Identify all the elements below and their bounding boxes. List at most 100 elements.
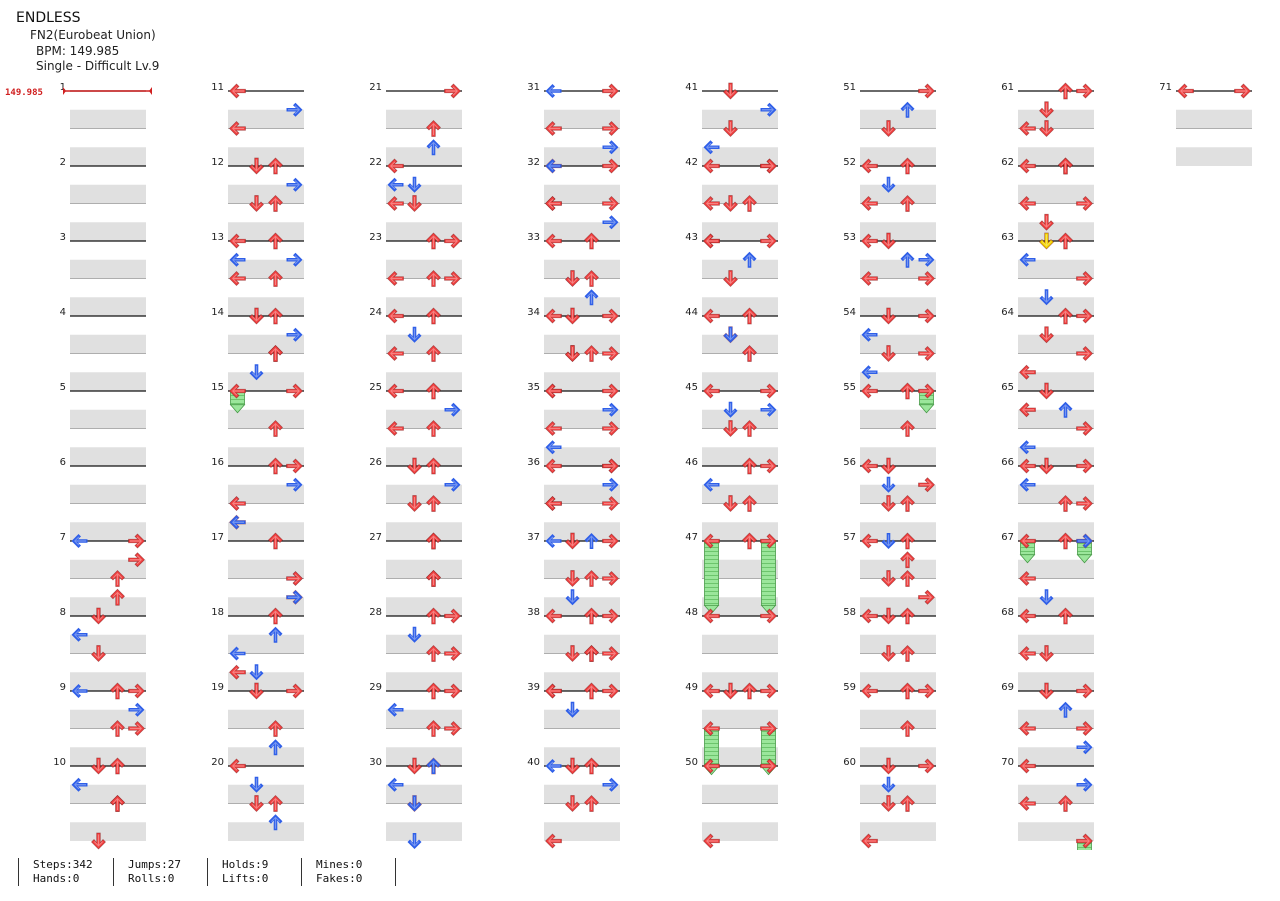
lane-band xyxy=(386,109,462,129)
arrow-right-icon xyxy=(1076,271,1093,286)
measure-number: 13 xyxy=(211,232,224,243)
arrow-up-icon xyxy=(742,307,757,325)
measure-number: 27 xyxy=(369,532,382,543)
arrow-down-icon xyxy=(1039,101,1054,119)
arrow-down-icon xyxy=(881,607,896,625)
measure-number: 49 xyxy=(685,682,698,693)
arrow-right-icon xyxy=(1076,346,1093,361)
arrow-left-icon xyxy=(703,233,720,249)
lane-band xyxy=(702,784,778,804)
arrow-left-icon xyxy=(545,421,562,436)
arrow-down-icon xyxy=(1039,457,1054,475)
arrow-right-icon xyxy=(1076,740,1093,755)
measure-block: 57 xyxy=(843,532,936,616)
arrow-up-icon xyxy=(426,420,441,437)
lane-band xyxy=(860,672,936,691)
measure-number: 53 xyxy=(843,232,856,243)
lane-band xyxy=(70,297,146,316)
arrow-left-icon xyxy=(229,83,246,99)
measure-block: 21 xyxy=(369,82,462,166)
measure-number: 69 xyxy=(1001,682,1014,693)
lane-band xyxy=(70,147,146,166)
arrow-up-icon xyxy=(742,195,757,212)
hold-note xyxy=(703,540,720,614)
arrow-down-icon xyxy=(1039,589,1054,606)
measure-number: 43 xyxy=(685,232,698,243)
lane-band xyxy=(228,147,304,166)
arrow-right-icon xyxy=(444,271,461,286)
measure-block: 67 xyxy=(1001,532,1094,616)
measure-number: 17 xyxy=(211,532,224,543)
arrow-right-icon xyxy=(444,646,461,661)
arrow-right-icon xyxy=(286,252,303,267)
arrow-up-icon xyxy=(1058,795,1073,812)
arrow-left-icon xyxy=(1019,796,1036,811)
arrow-right-icon xyxy=(286,683,303,699)
lane-band xyxy=(70,334,146,354)
measure-number: 19 xyxy=(211,682,224,693)
lane-band xyxy=(702,334,778,354)
measure-block: 54 xyxy=(843,307,936,391)
measure-number: 44 xyxy=(685,307,698,318)
measure-number: 63 xyxy=(1001,232,1014,243)
measure-block: 59 xyxy=(843,682,936,766)
arrow-left-icon xyxy=(861,533,878,549)
arrow-left-icon xyxy=(861,383,878,399)
arrow-left-icon xyxy=(1019,758,1036,774)
arrow-up-icon xyxy=(426,232,441,250)
arrow-down-icon xyxy=(1039,326,1054,344)
arrow-left-icon xyxy=(861,158,878,174)
lane-band xyxy=(1176,147,1252,166)
lane-band xyxy=(228,822,304,841)
measure-number: 15 xyxy=(211,382,224,393)
measure-block: 63 xyxy=(1001,232,1094,316)
arrow-left-icon xyxy=(545,608,562,624)
arrow-left-icon xyxy=(545,84,562,98)
lane-band xyxy=(386,672,462,691)
lane-band xyxy=(544,597,620,616)
lane-band xyxy=(860,147,936,166)
lane-band xyxy=(386,709,462,729)
stats-group-mines: Mines:0 Fakes:0 xyxy=(301,858,391,886)
measure-block: 9 xyxy=(60,682,146,766)
arrow-right-icon xyxy=(760,458,777,474)
measure-block: 64 xyxy=(1001,307,1094,391)
lane-band xyxy=(228,597,304,616)
arrow-left-icon xyxy=(1019,721,1036,736)
arrow-left-icon xyxy=(1019,440,1036,455)
arrow-left-icon xyxy=(387,421,404,436)
arrow-down-icon xyxy=(881,495,896,512)
arrow-down-icon xyxy=(407,626,422,643)
measure-number: 14 xyxy=(211,307,224,318)
measure-number: 39 xyxy=(527,682,540,693)
bpm-marker: 149.985 xyxy=(5,87,152,98)
arrow-left-icon xyxy=(229,271,246,286)
measure-number: 11 xyxy=(211,82,224,93)
arrow-right-icon xyxy=(1076,534,1093,548)
arrow-up-icon xyxy=(426,307,441,325)
stat-lifts: Lifts:0 xyxy=(222,872,269,885)
arrow-up-icon xyxy=(900,532,915,550)
measure-block: 41 xyxy=(685,82,778,166)
arrow-down-icon xyxy=(91,607,106,625)
arrow-right-icon xyxy=(918,383,935,399)
arrow-up-icon xyxy=(1058,701,1073,718)
arrow-up-icon xyxy=(110,720,125,737)
song-bpm: BPM: 149.985 xyxy=(36,44,120,58)
lane-band xyxy=(228,784,304,804)
arrow-up-icon xyxy=(268,420,283,437)
lane-band xyxy=(702,634,778,654)
arrow-left-icon xyxy=(1019,571,1036,586)
arrow-up-icon xyxy=(426,139,441,156)
arrow-up-icon xyxy=(268,307,283,325)
arrow-up-icon xyxy=(110,588,125,606)
arrow-right-icon xyxy=(286,477,303,492)
arrow-up-icon xyxy=(268,345,283,362)
lane-band xyxy=(1018,297,1094,316)
measure-block: 7 xyxy=(60,532,146,616)
arrow-right-icon xyxy=(444,477,461,492)
lane-band xyxy=(544,372,620,391)
arrow-right-icon xyxy=(1076,496,1093,511)
lane-band xyxy=(228,372,304,391)
lane-band xyxy=(228,709,304,729)
